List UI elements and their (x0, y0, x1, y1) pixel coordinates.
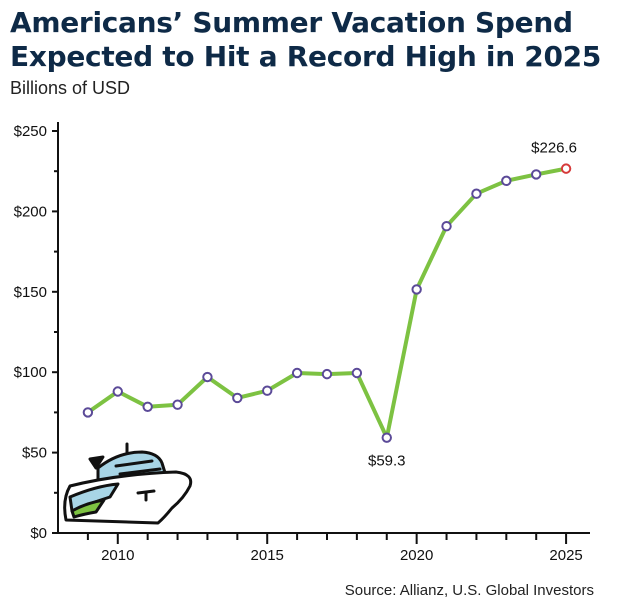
data-point (501, 175, 512, 187)
data-point (321, 368, 333, 380)
tick-labels: 2010 2015 2020 2025 $0 $50 $100 $150 $200 $250 (14, 123, 583, 564)
data-point (232, 392, 243, 404)
data-point (471, 188, 482, 199)
data-point (202, 371, 213, 383)
axis-ticks (52, 130, 568, 544)
data-point (441, 220, 452, 232)
data-point (381, 432, 392, 443)
data-point (291, 367, 303, 379)
data-point (411, 284, 422, 295)
x-tick-label: 2025 (549, 547, 582, 564)
data-label: $226.6 (531, 140, 577, 157)
series-line (85, 166, 569, 440)
x-tick-label: 2015 (251, 547, 284, 564)
data-points (82, 163, 572, 443)
y-tick-label: $250 (14, 123, 47, 140)
x-tick-label: 2010 (101, 547, 134, 564)
chart-subtitle: Billions of USD (10, 78, 131, 98)
data-point-highlight (560, 163, 572, 174)
data-label: $59.3 (368, 453, 406, 470)
data-point (531, 169, 542, 180)
chart-source: Source: Allianz, U.S. Global Investors (344, 582, 594, 599)
x-tick-label: 2020 (400, 547, 433, 564)
data-point (262, 385, 273, 396)
y-tick-label: $150 (14, 284, 47, 301)
data-point (82, 407, 94, 418)
data-point (112, 386, 123, 397)
data-annotations: $59.3 $226.6 (368, 140, 577, 470)
cruise-ship-icon (63, 442, 193, 525)
y-tick-label: $200 (14, 203, 47, 220)
data-point (172, 399, 183, 410)
y-tick-label: $0 (30, 525, 47, 542)
chart-title: Americans’ Summer Vacation Spend Expecte… (10, 6, 602, 73)
y-tick-label: $100 (14, 364, 47, 381)
data-point (142, 401, 153, 412)
y-tick-label: $50 (22, 445, 47, 462)
data-point (351, 367, 363, 379)
